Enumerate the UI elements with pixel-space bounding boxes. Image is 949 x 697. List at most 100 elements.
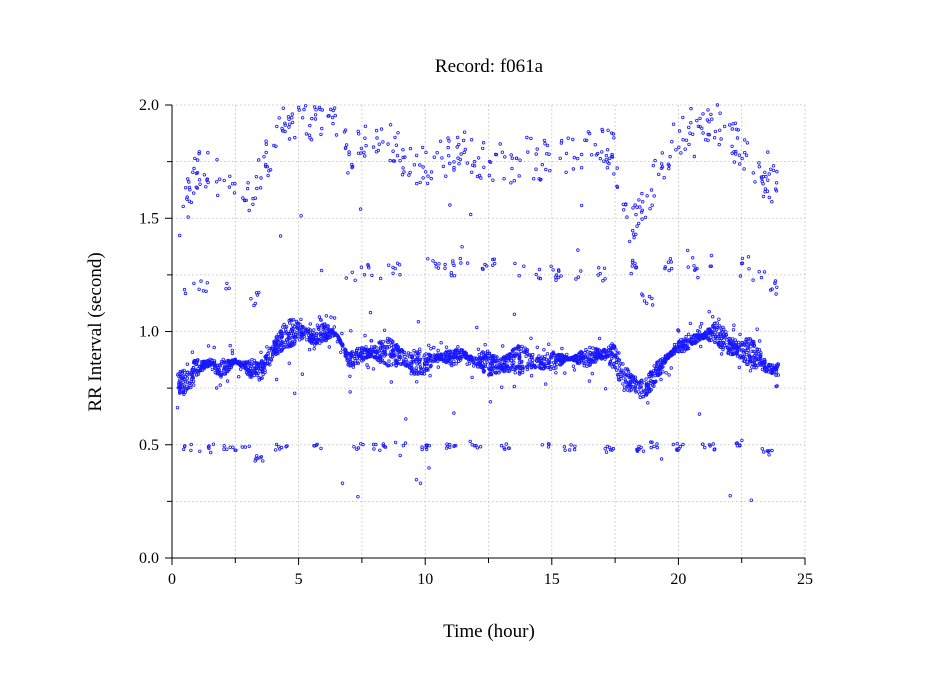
data-point bbox=[443, 266, 447, 270]
data-point bbox=[753, 180, 757, 184]
data-point bbox=[542, 348, 546, 352]
data-point bbox=[563, 371, 567, 375]
data-point bbox=[640, 191, 644, 196]
data-point bbox=[312, 105, 317, 109]
data-point bbox=[481, 140, 486, 145]
data-point bbox=[396, 345, 401, 349]
data-point bbox=[552, 353, 557, 358]
data-point bbox=[308, 328, 312, 332]
data-point bbox=[196, 372, 201, 376]
data-point bbox=[232, 191, 237, 195]
data-point bbox=[740, 256, 745, 261]
data-point bbox=[669, 260, 673, 264]
data-point bbox=[391, 271, 395, 275]
data-point bbox=[198, 369, 202, 373]
data-point bbox=[414, 153, 419, 158]
data-point bbox=[508, 352, 512, 356]
data-point bbox=[738, 354, 742, 358]
data-point bbox=[391, 149, 395, 153]
data-point bbox=[243, 365, 247, 370]
data-point bbox=[660, 162, 664, 166]
data-point bbox=[389, 363, 394, 367]
data-point bbox=[395, 358, 399, 362]
data-point bbox=[660, 365, 664, 370]
data-point bbox=[625, 215, 629, 219]
data-point bbox=[509, 365, 513, 370]
data-point bbox=[418, 163, 422, 167]
data-point bbox=[440, 356, 444, 361]
data-point bbox=[194, 185, 198, 189]
data-point bbox=[685, 343, 689, 347]
data-point bbox=[286, 114, 291, 119]
data-point bbox=[363, 350, 367, 355]
data-point bbox=[429, 353, 433, 357]
data-point bbox=[617, 351, 621, 355]
data-point bbox=[283, 123, 287, 127]
data-point bbox=[305, 338, 309, 342]
data-point bbox=[332, 316, 337, 320]
data-point bbox=[514, 351, 518, 355]
data-point bbox=[621, 374, 625, 378]
data-point bbox=[227, 185, 232, 189]
data-point bbox=[677, 145, 681, 149]
data-point bbox=[280, 334, 284, 339]
data-point bbox=[637, 221, 641, 226]
data-point bbox=[376, 148, 380, 153]
data-point bbox=[773, 281, 777, 285]
data-point bbox=[666, 260, 671, 264]
data-point bbox=[591, 357, 596, 361]
data-point bbox=[429, 170, 434, 174]
data-point bbox=[635, 447, 639, 451]
data-point bbox=[455, 348, 459, 352]
data-point bbox=[417, 357, 422, 362]
data-point bbox=[552, 363, 557, 367]
data-point bbox=[317, 327, 321, 331]
data-point bbox=[265, 345, 269, 349]
data-point bbox=[211, 442, 216, 446]
data-point bbox=[310, 116, 314, 121]
data-point bbox=[539, 357, 543, 361]
data-point bbox=[452, 350, 457, 355]
data-point bbox=[436, 359, 440, 363]
data-point bbox=[224, 359, 229, 363]
data-point bbox=[761, 194, 766, 199]
data-point bbox=[579, 165, 584, 170]
data-point bbox=[182, 287, 187, 292]
data-point bbox=[592, 352, 596, 357]
data-point bbox=[663, 359, 667, 363]
data-point bbox=[318, 341, 322, 345]
data-point bbox=[774, 373, 778, 377]
data-point bbox=[495, 363, 499, 368]
data-point bbox=[532, 176, 536, 181]
data-point bbox=[455, 135, 460, 140]
data-point bbox=[300, 372, 305, 376]
data-point bbox=[362, 150, 366, 154]
data-point bbox=[317, 315, 322, 319]
data-point bbox=[388, 123, 393, 127]
data-point bbox=[500, 150, 504, 154]
data-point bbox=[381, 350, 385, 354]
data-point bbox=[701, 131, 705, 135]
data-point bbox=[365, 354, 370, 359]
data-point bbox=[711, 323, 715, 328]
data-point bbox=[770, 367, 774, 372]
data-point bbox=[190, 372, 195, 376]
data-point bbox=[314, 333, 319, 337]
data-point bbox=[205, 281, 209, 285]
data-point bbox=[730, 144, 734, 148]
data-point bbox=[768, 288, 773, 292]
data-point bbox=[217, 177, 222, 181]
data-point bbox=[602, 348, 606, 352]
data-point bbox=[222, 372, 227, 376]
data-point bbox=[621, 362, 625, 366]
data-point bbox=[297, 329, 302, 334]
data-point bbox=[356, 129, 360, 133]
data-point bbox=[332, 325, 336, 329]
data-point bbox=[517, 371, 521, 375]
data-point bbox=[308, 337, 312, 342]
y-tick-label: 2.0 bbox=[139, 97, 159, 114]
data-point bbox=[382, 361, 386, 365]
data-point bbox=[647, 375, 651, 379]
data-point bbox=[718, 128, 722, 132]
data-point bbox=[247, 359, 252, 363]
